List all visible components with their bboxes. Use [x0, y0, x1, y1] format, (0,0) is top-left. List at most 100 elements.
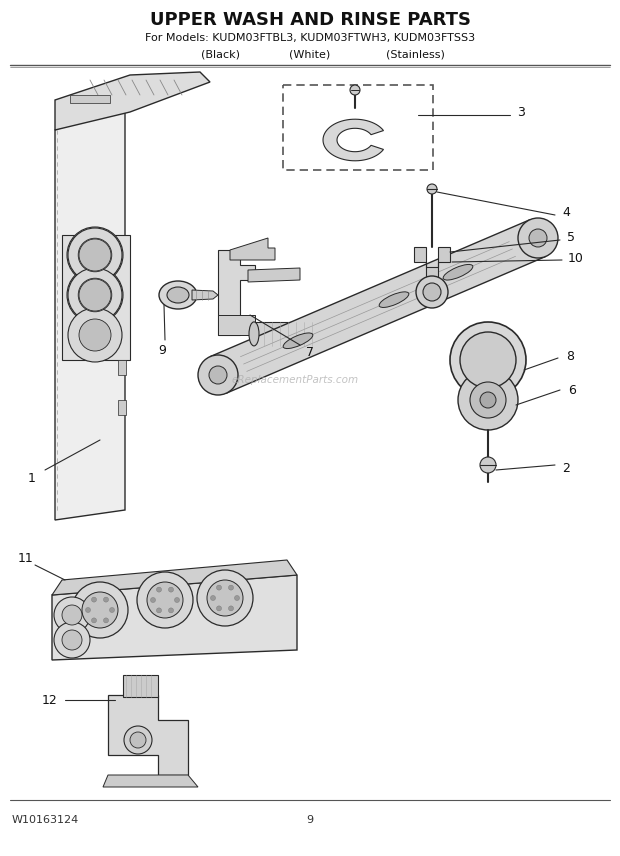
Circle shape: [130, 732, 146, 748]
Circle shape: [197, 570, 253, 626]
Bar: [118, 360, 126, 375]
Circle shape: [82, 592, 118, 628]
Text: 11: 11: [18, 551, 34, 564]
Ellipse shape: [167, 287, 189, 303]
Polygon shape: [248, 268, 300, 282]
Circle shape: [72, 582, 128, 638]
Circle shape: [54, 597, 90, 633]
Circle shape: [68, 228, 122, 282]
Polygon shape: [55, 72, 210, 130]
Polygon shape: [210, 220, 546, 394]
Circle shape: [92, 597, 97, 602]
Polygon shape: [414, 247, 450, 287]
Circle shape: [147, 582, 183, 618]
Circle shape: [137, 572, 193, 628]
Text: (Stainless): (Stainless): [386, 49, 445, 59]
Circle shape: [67, 267, 123, 323]
Polygon shape: [218, 250, 255, 335]
Circle shape: [211, 596, 216, 601]
Circle shape: [427, 184, 437, 194]
Text: UPPER WASH AND RINSE PARTS: UPPER WASH AND RINSE PARTS: [149, 11, 471, 29]
Polygon shape: [62, 235, 130, 360]
Polygon shape: [52, 560, 297, 595]
Ellipse shape: [159, 281, 197, 309]
Ellipse shape: [85, 295, 91, 305]
Polygon shape: [108, 695, 188, 775]
Polygon shape: [230, 238, 275, 260]
Circle shape: [198, 355, 238, 395]
Ellipse shape: [379, 292, 409, 307]
Text: W10163124: W10163124: [12, 815, 79, 825]
Circle shape: [174, 597, 180, 603]
Circle shape: [82, 322, 108, 348]
Circle shape: [209, 366, 227, 384]
Bar: [123, 675, 158, 697]
Circle shape: [216, 606, 221, 611]
Circle shape: [458, 370, 518, 430]
Circle shape: [416, 276, 448, 308]
Text: (Black): (Black): [200, 49, 239, 59]
Circle shape: [68, 308, 122, 362]
Ellipse shape: [443, 265, 473, 280]
Circle shape: [234, 596, 239, 601]
Ellipse shape: [283, 333, 313, 348]
Polygon shape: [103, 775, 198, 787]
Circle shape: [229, 606, 234, 611]
Circle shape: [156, 608, 161, 613]
Circle shape: [229, 586, 234, 590]
Text: 4: 4: [562, 205, 570, 218]
Text: (White): (White): [290, 49, 330, 59]
Text: 7: 7: [306, 346, 314, 359]
Circle shape: [124, 726, 152, 754]
Polygon shape: [254, 322, 324, 346]
Circle shape: [151, 597, 156, 603]
Circle shape: [104, 597, 108, 602]
Text: eReplacementParts.com: eReplacementParts.com: [231, 375, 358, 385]
Polygon shape: [55, 100, 125, 520]
Circle shape: [350, 85, 360, 95]
Text: 8: 8: [566, 349, 574, 362]
Text: 1: 1: [28, 472, 36, 484]
Circle shape: [470, 382, 506, 418]
Circle shape: [79, 279, 111, 311]
Text: 5: 5: [567, 230, 575, 243]
Bar: [118, 400, 126, 415]
Ellipse shape: [249, 322, 259, 346]
Circle shape: [156, 587, 161, 592]
Text: 12: 12: [42, 693, 58, 706]
Text: 9: 9: [158, 343, 166, 356]
Circle shape: [54, 622, 90, 658]
Circle shape: [78, 278, 112, 312]
Circle shape: [207, 580, 243, 616]
Text: 2: 2: [562, 461, 570, 474]
Polygon shape: [192, 290, 218, 300]
Circle shape: [104, 618, 108, 623]
Polygon shape: [323, 119, 384, 161]
Circle shape: [110, 608, 115, 613]
Circle shape: [62, 630, 82, 650]
Bar: [70, 95, 110, 103]
Circle shape: [480, 457, 496, 473]
Circle shape: [73, 313, 117, 357]
Ellipse shape: [85, 325, 91, 335]
Circle shape: [68, 268, 122, 322]
Text: 3: 3: [517, 105, 525, 118]
Ellipse shape: [82, 321, 94, 339]
Circle shape: [67, 227, 123, 283]
Circle shape: [480, 392, 496, 408]
Text: 6: 6: [568, 383, 576, 396]
Circle shape: [450, 322, 526, 398]
Bar: [283, 85, 433, 170]
Circle shape: [79, 319, 111, 351]
Polygon shape: [52, 575, 297, 660]
Text: 9: 9: [306, 815, 314, 825]
Text: 10: 10: [568, 252, 584, 265]
Text: For Models: KUDM03FTBL3, KUDM03FTWH3, KUDM03FTSS3: For Models: KUDM03FTBL3, KUDM03FTWH3, KU…: [145, 33, 475, 43]
Ellipse shape: [82, 291, 94, 309]
Circle shape: [216, 586, 221, 590]
Circle shape: [78, 238, 112, 272]
Circle shape: [518, 218, 558, 258]
Circle shape: [86, 608, 91, 613]
Circle shape: [92, 618, 97, 623]
Circle shape: [169, 587, 174, 592]
